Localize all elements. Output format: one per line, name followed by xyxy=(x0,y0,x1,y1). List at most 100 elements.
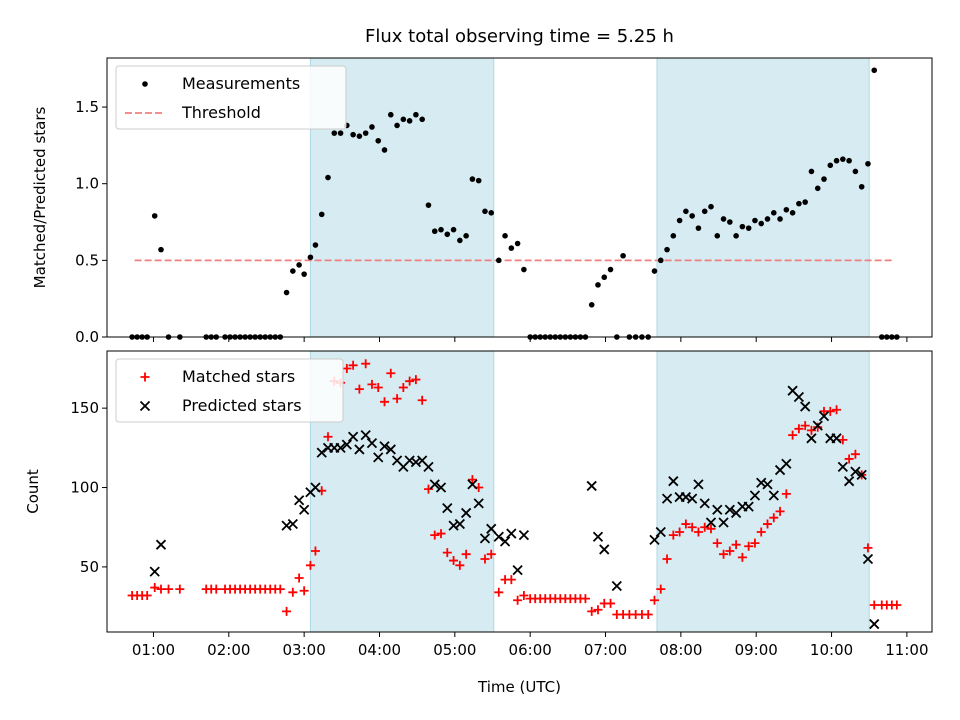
y-tick-label: 0.0 xyxy=(75,328,99,346)
predicted-star-marker xyxy=(335,442,346,453)
shaded-interval xyxy=(657,58,870,337)
matched-star-marker xyxy=(892,600,902,610)
predicted-star-marker xyxy=(680,491,692,503)
predicted-star-marker xyxy=(818,410,830,422)
matched-star-marker xyxy=(405,376,415,386)
matched-star-marker xyxy=(700,522,710,532)
data-point xyxy=(495,257,502,264)
matched-star-marker xyxy=(580,594,590,604)
data-point xyxy=(764,216,771,222)
data-point xyxy=(296,262,302,268)
matched-star-marker xyxy=(775,506,785,516)
matched-star-marker xyxy=(593,605,603,615)
y-axis-label: Count xyxy=(24,469,42,514)
data-point xyxy=(808,168,815,175)
data-point xyxy=(701,208,708,215)
predicted-star-marker xyxy=(718,517,729,528)
x-tick-label: 06:00 xyxy=(509,641,552,659)
y-tick-label: 1.5 xyxy=(75,98,99,116)
predicted-star-marker xyxy=(699,498,710,509)
data-point xyxy=(745,225,752,231)
data-point xyxy=(369,124,375,130)
data-point xyxy=(670,233,677,239)
predicted-star-marker xyxy=(856,469,867,480)
matched-star-marker xyxy=(681,519,691,529)
data-point xyxy=(502,233,508,239)
y-tick-label: 150 xyxy=(70,399,99,417)
data-point xyxy=(394,122,400,129)
matched-star-marker xyxy=(794,424,804,434)
matched-star-marker xyxy=(142,590,152,600)
matched-star-marker xyxy=(480,554,490,564)
matched-star-marker xyxy=(282,606,292,616)
y-tick-label: 50 xyxy=(80,558,99,576)
legend-label: Threshold xyxy=(181,103,261,122)
predicted-star-marker xyxy=(385,444,396,455)
data-point xyxy=(777,216,783,222)
x-tick-label: 01:00 xyxy=(132,641,175,659)
data-point xyxy=(689,213,695,219)
data-point xyxy=(852,168,859,175)
predicted-star-marker xyxy=(506,528,517,539)
data-point xyxy=(846,157,852,164)
data-point xyxy=(475,177,482,184)
matched-star-marker xyxy=(398,383,408,393)
data-point xyxy=(457,237,463,244)
x-axis-label: Time (UTC) xyxy=(477,678,561,696)
data-point xyxy=(733,233,739,239)
matched-star-marker xyxy=(813,422,823,432)
matched-star-marker xyxy=(850,449,860,459)
data-point xyxy=(307,254,314,261)
matched-star-marker xyxy=(361,359,371,369)
data-point xyxy=(833,157,840,164)
data-point xyxy=(290,268,296,274)
data-point xyxy=(770,210,777,216)
matched-star-marker xyxy=(288,587,298,597)
x-tick-label: 03:00 xyxy=(283,641,326,659)
predicted-star-marker xyxy=(423,461,434,473)
predicted-star-marker xyxy=(668,476,679,487)
predicted-star-marker xyxy=(649,534,660,546)
data-point xyxy=(865,160,871,167)
predicted-star-marker xyxy=(512,564,523,576)
matched-star-marker xyxy=(354,384,364,394)
matched-star-marker xyxy=(467,475,477,485)
x-tick-label: 04:00 xyxy=(358,641,401,659)
matched-star-marker xyxy=(643,610,653,620)
legend-box xyxy=(115,358,344,423)
matched-star-marker xyxy=(175,584,185,594)
x-tick-label: 09:00 xyxy=(735,641,778,659)
top-panel: 0.0 0.5 1.0 1.5 Flux total observing time = … xyxy=(31,26,933,346)
predicted-star-marker xyxy=(793,391,805,403)
data-point xyxy=(469,176,476,182)
matched-star-marker xyxy=(675,527,685,537)
matched-star-marker xyxy=(606,598,616,608)
data-point xyxy=(664,246,670,253)
legend-marker xyxy=(140,372,150,382)
matched-star-marker xyxy=(838,435,848,445)
data-point xyxy=(727,219,733,225)
predicted-star-marker xyxy=(347,431,359,442)
predicted-star-marker xyxy=(611,580,622,592)
predicted-star-marker xyxy=(762,479,773,490)
matched-star-marker xyxy=(844,454,854,464)
predicted-star-marker xyxy=(837,461,848,473)
matched-star-marker xyxy=(800,421,810,431)
predicted-star-marker xyxy=(442,503,453,514)
data-point xyxy=(158,246,164,253)
x-tick-label: 02:00 xyxy=(207,641,250,659)
predicted-star-marker xyxy=(473,498,484,509)
predicted-star-marker xyxy=(486,523,497,534)
data-point xyxy=(871,67,878,74)
matched-star-marker xyxy=(719,549,729,559)
matched-star-marker xyxy=(323,432,333,442)
matched-star-marker xyxy=(294,573,304,583)
legend-marker xyxy=(142,81,148,87)
data-point xyxy=(387,111,394,118)
matched-star-marker xyxy=(825,406,835,416)
y-tick-label: 100 xyxy=(70,479,99,497)
matched-star-marker xyxy=(668,530,678,540)
matched-star-marker xyxy=(506,575,516,585)
data-point xyxy=(601,274,608,281)
matched-star-marker xyxy=(342,363,352,373)
